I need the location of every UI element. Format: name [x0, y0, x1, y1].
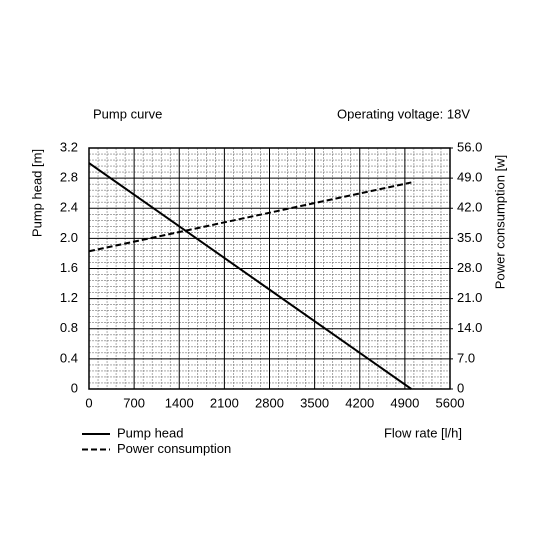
- x-tick-label: 2800: [255, 395, 284, 410]
- y-tick-label: 0: [71, 380, 78, 395]
- y2-tick-label: 49.0: [457, 170, 482, 185]
- y2-tick-label: 28.0: [457, 260, 482, 275]
- plot-frame: [88, 147, 451, 390]
- x-tick-label: 2100: [210, 395, 239, 410]
- y-tick-label: 2.0: [60, 230, 78, 245]
- y-tick-label: 0.8: [60, 320, 78, 335]
- x-tick-label: 700: [123, 395, 145, 410]
- chart-subtitle: Operating voltage: 18V: [337, 106, 470, 121]
- y2-tick-label: 42.0: [457, 200, 482, 215]
- series-line: [88, 181, 412, 253]
- y2-tick-label: 21.0: [457, 290, 482, 305]
- x-tick-label: 4200: [345, 395, 374, 410]
- y-tick-label: 1.6: [60, 260, 78, 275]
- y-tick-label: 3.2: [60, 139, 78, 154]
- y-tick-label: 2.8: [60, 170, 78, 185]
- y2-tick-label: 56.0: [457, 139, 482, 154]
- y-tick-label: 2.4: [60, 200, 78, 215]
- y2-tick-label: 0: [457, 380, 464, 395]
- x-tick-label: 3500: [300, 395, 329, 410]
- x-tick-label: 0: [85, 395, 92, 410]
- y2-tick-label: 35.0: [457, 230, 482, 245]
- x-tick-label: 5600: [436, 395, 465, 410]
- x-axis-label: Flow rate [l/h]: [384, 425, 462, 440]
- y-tick-label: 0.4: [60, 350, 78, 365]
- y2-axis-label: Power consumption [w]: [492, 155, 507, 289]
- chart-title: Pump curve: [93, 106, 162, 121]
- y2-tick-label: 7.0: [457, 350, 475, 365]
- legend-label: Power consumption: [117, 441, 231, 456]
- x-tick-label: 1400: [165, 395, 194, 410]
- x-tick-label: 4900: [390, 395, 419, 410]
- legend-label: Pump head: [117, 425, 184, 440]
- series-line: [88, 162, 412, 390]
- y2-tick-label: 14.0: [457, 320, 482, 335]
- y-axis-label: Pump head [m]: [29, 149, 44, 237]
- y-tick-label: 1.2: [60, 290, 78, 305]
